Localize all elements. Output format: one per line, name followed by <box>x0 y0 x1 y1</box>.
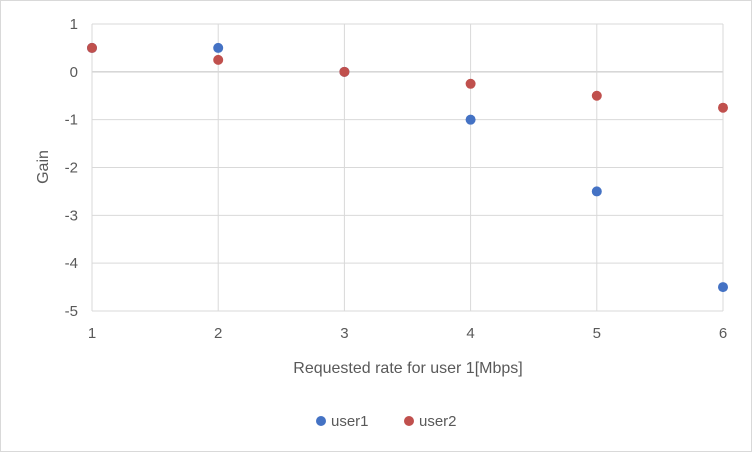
data-point-user1 <box>718 282 728 293</box>
y-tick-label: 0 <box>70 64 78 81</box>
data-point-user2 <box>465 78 476 89</box>
data-point-user2 <box>718 102 728 113</box>
data-point-user2 <box>213 54 224 65</box>
y-tick-label: -4 <box>65 255 78 272</box>
data-point-user2 <box>591 90 602 101</box>
legend-label: user2 <box>419 413 457 430</box>
x-tick-labels: 1 2 3 4 5 6 <box>88 325 727 342</box>
data-point-user1 <box>591 186 602 197</box>
y-tick-label: 1 <box>70 16 78 33</box>
gridlines <box>91 23 724 312</box>
legend-item-user1: user1 <box>316 413 369 430</box>
y-axis-title: Gain <box>35 150 52 184</box>
x-tick-label: 5 <box>593 325 601 342</box>
x-axis-title: Requested rate for user 1[Mbps] <box>293 360 522 377</box>
data-points <box>87 42 728 293</box>
x-tick-label: 4 <box>466 325 474 342</box>
legend-marker <box>316 416 326 426</box>
legend-label: user1 <box>331 413 369 430</box>
legend-marker <box>404 416 414 426</box>
y-tick-label: -2 <box>65 160 78 177</box>
x-tick-label: 2 <box>214 325 222 342</box>
y-tick-labels: 1 0 -1 -2 -3 -4 -5 <box>65 16 78 320</box>
x-tick-label: 6 <box>719 325 727 342</box>
legend-item-user2: user2 <box>404 413 457 430</box>
x-tick-label: 3 <box>340 325 348 342</box>
data-point-user1 <box>465 114 476 125</box>
x-tick-label: 1 <box>88 325 96 342</box>
data-point-user1 <box>213 42 224 53</box>
y-tick-label: -1 <box>65 112 78 129</box>
data-point-user2 <box>339 66 350 77</box>
y-tick-label: -5 <box>65 303 78 320</box>
y-tick-label: -3 <box>65 207 78 224</box>
legend: user1 user2 <box>316 413 457 430</box>
data-point-user2 <box>87 42 97 53</box>
